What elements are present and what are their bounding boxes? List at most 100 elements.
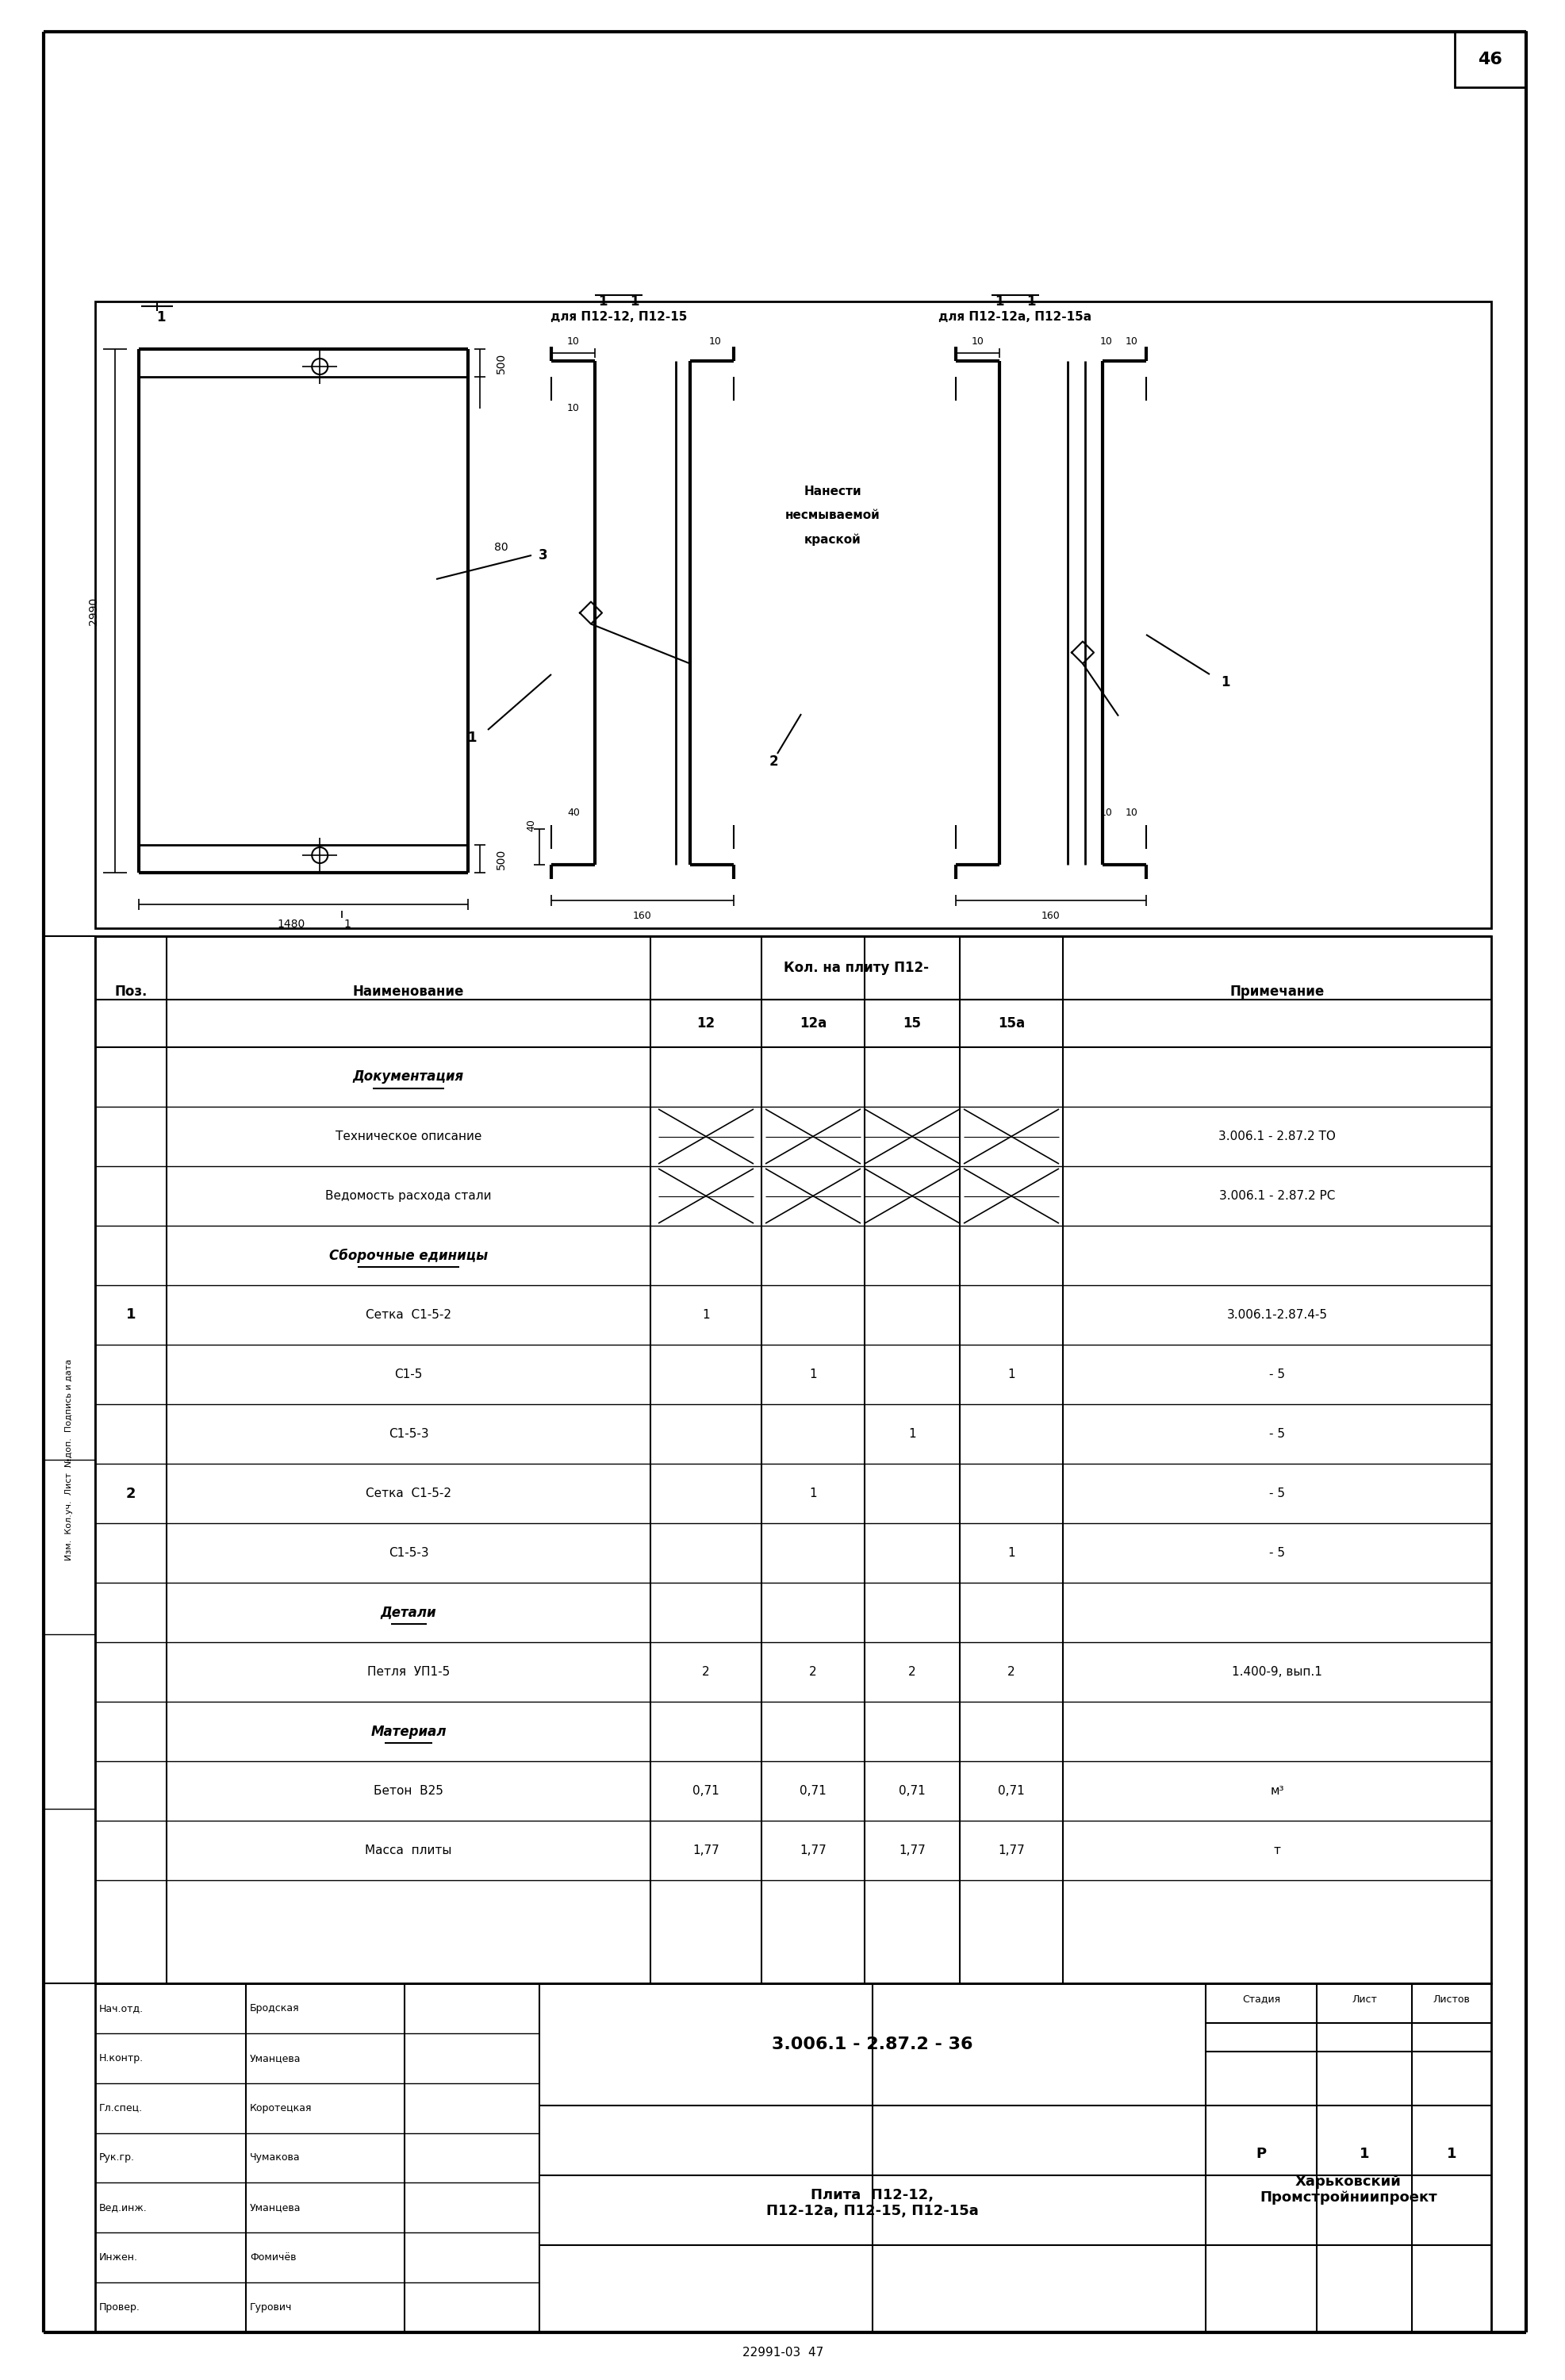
- Text: Фомичёв: Фомичёв: [250, 2251, 296, 2263]
- Text: Коротецкая: Коротецкая: [250, 2104, 311, 2113]
- Text: Сборочные единицы: Сборочные единицы: [329, 1247, 488, 1264]
- Text: т: т: [1272, 1844, 1280, 1856]
- Text: Масса  плиты: Масса плиты: [365, 1844, 452, 1856]
- Text: Ведомость расхода стали: Ведомость расхода стали: [326, 1190, 491, 1202]
- Text: 3.006.1-2.87.4-5: 3.006.1-2.87.4-5: [1225, 1309, 1327, 1321]
- Text: 1: 1: [1027, 295, 1034, 309]
- Text: 10: 10: [709, 336, 721, 347]
- Text: Харьковский
Промстройниипроект: Харьковский Промстройниипроект: [1260, 2175, 1437, 2204]
- Text: 1.400-9, вып.1: 1.400-9, вып.1: [1232, 1666, 1321, 1678]
- Bar: [95, 1983, 1490, 2332]
- Text: Уманцева: Уманцева: [250, 2054, 300, 2063]
- Bar: [44, 935, 95, 1983]
- Text: 1: 1: [468, 731, 476, 745]
- Text: краской: краской: [804, 533, 861, 545]
- Bar: [1454, 31, 1526, 88]
- Text: 10: 10: [1125, 336, 1138, 347]
- Text: 160: 160: [632, 912, 651, 921]
- Text: 1: 1: [629, 295, 639, 309]
- Text: 10: 10: [567, 402, 579, 414]
- Text: 80: 80: [495, 543, 509, 552]
- Text: Вед.инж.: Вед.инж.: [99, 2202, 147, 2213]
- Text: - 5: - 5: [1269, 1368, 1285, 1380]
- Text: Плита  П12-12,
П12-12а, П12-15, П12-15а: Плита П12-12, П12-12а, П12-15, П12-15а: [765, 2187, 978, 2218]
- Text: 160: 160: [1041, 912, 1060, 921]
- Text: 1: 1: [598, 295, 607, 309]
- Text: 0,71: 0,71: [800, 1785, 826, 1797]
- Text: 10: 10: [1100, 809, 1113, 819]
- Text: 1: 1: [343, 919, 351, 931]
- Text: 15а: 15а: [997, 1016, 1025, 1031]
- Text: для П12-12а, П12-15а: для П12-12а, П12-15а: [939, 312, 1091, 324]
- Text: С1-5-3: С1-5-3: [388, 1547, 429, 1559]
- Text: 1480: 1480: [277, 919, 305, 931]
- Text: несмываемой: несмываемой: [786, 509, 880, 521]
- Text: 2: 2: [701, 1666, 709, 1678]
- Text: 1: 1: [125, 1309, 136, 1323]
- Text: Примечание: Примечание: [1229, 985, 1324, 1000]
- Text: 1: 1: [1006, 1547, 1014, 1559]
- Text: 3.006.1 - 2.87.2 - 36: 3.006.1 - 2.87.2 - 36: [772, 2037, 972, 2052]
- Text: 40: 40: [567, 809, 579, 819]
- Text: Уманцева: Уманцева: [250, 2202, 300, 2213]
- Text: 40: 40: [526, 819, 537, 831]
- Text: Документация: Документация: [352, 1071, 463, 1085]
- Text: 46: 46: [1477, 52, 1502, 67]
- Text: 1,77: 1,77: [997, 1844, 1024, 1856]
- Text: 1: 1: [809, 1488, 817, 1499]
- Text: 12: 12: [696, 1016, 715, 1031]
- Text: - 5: - 5: [1269, 1428, 1285, 1440]
- Text: 1,77: 1,77: [800, 1844, 826, 1856]
- Text: 15: 15: [903, 1016, 920, 1031]
- Text: 0,71: 0,71: [997, 1785, 1024, 1797]
- Text: Материал: Материал: [371, 1723, 446, 1737]
- Text: 1: 1: [1446, 2147, 1455, 2161]
- Text: 1: 1: [809, 1368, 817, 1380]
- Text: 1: 1: [994, 295, 1003, 309]
- Text: 0,71: 0,71: [898, 1785, 925, 1797]
- Text: Провер.: Провер.: [99, 2301, 141, 2313]
- Text: 1: 1: [908, 1428, 916, 1440]
- Text: Нач.отд.: Нач.отд.: [99, 2004, 144, 2013]
- Text: 10: 10: [567, 336, 579, 347]
- Text: Бродская: Бродская: [250, 2004, 299, 2013]
- Text: 1,77: 1,77: [898, 1844, 925, 1856]
- Text: 1: 1: [156, 309, 164, 324]
- Text: Изм.  Кол.уч.  Лист  №доп.  Подпись и дата: Изм. Кол.уч. Лист №доп. Подпись и дата: [66, 1359, 74, 1561]
- Text: 3.006.1 - 2.87.2 ТО: 3.006.1 - 2.87.2 ТО: [1218, 1130, 1335, 1142]
- Text: Бетон  В25: Бетон В25: [374, 1785, 443, 1797]
- Bar: [95, 935, 1490, 1983]
- Text: 2: 2: [1006, 1666, 1014, 1678]
- Text: 1: 1: [1358, 2147, 1368, 2161]
- Text: С1-5: С1-5: [394, 1368, 423, 1380]
- Text: - 5: - 5: [1269, 1488, 1285, 1499]
- Text: 3: 3: [538, 547, 548, 562]
- Text: Петля  УП1-5: Петля УП1-5: [366, 1666, 449, 1678]
- Text: Чумакова: Чумакова: [250, 2152, 300, 2163]
- Text: 500: 500: [496, 847, 507, 869]
- Text: 12а: 12а: [800, 1016, 826, 1031]
- Text: Сетка  С1-5-2: Сетка С1-5-2: [366, 1309, 451, 1321]
- Text: 2: 2: [125, 1485, 136, 1502]
- Text: Техническое описание: Техническое описание: [335, 1130, 482, 1142]
- Text: 0,71: 0,71: [692, 1785, 718, 1797]
- Text: Гл.спец.: Гл.спец.: [99, 2104, 142, 2113]
- Text: Нанести: Нанести: [804, 486, 861, 497]
- Text: Сетка  С1-5-2: Сетка С1-5-2: [366, 1488, 451, 1499]
- Text: 1: 1: [701, 1309, 709, 1321]
- Text: Инжен.: Инжен.: [99, 2251, 138, 2263]
- Text: м³: м³: [1269, 1785, 1283, 1797]
- Text: Н.контр.: Н.контр.: [99, 2054, 144, 2063]
- Text: 10: 10: [972, 336, 984, 347]
- Text: 2990: 2990: [88, 597, 99, 626]
- Text: 10: 10: [1125, 809, 1138, 819]
- Text: - 5: - 5: [1269, 1547, 1285, 1559]
- Text: Гурович: Гурович: [250, 2301, 293, 2313]
- Text: 10: 10: [1100, 336, 1113, 347]
- Text: 2: 2: [768, 754, 778, 769]
- Text: 1: 1: [1006, 1368, 1014, 1380]
- Text: Кол. на плиту П12-: Кол. на плиту П12-: [784, 962, 928, 976]
- Text: 22991-03  47: 22991-03 47: [742, 2347, 823, 2359]
- Text: 2: 2: [908, 1666, 916, 1678]
- Text: Наименование: Наименование: [352, 985, 463, 1000]
